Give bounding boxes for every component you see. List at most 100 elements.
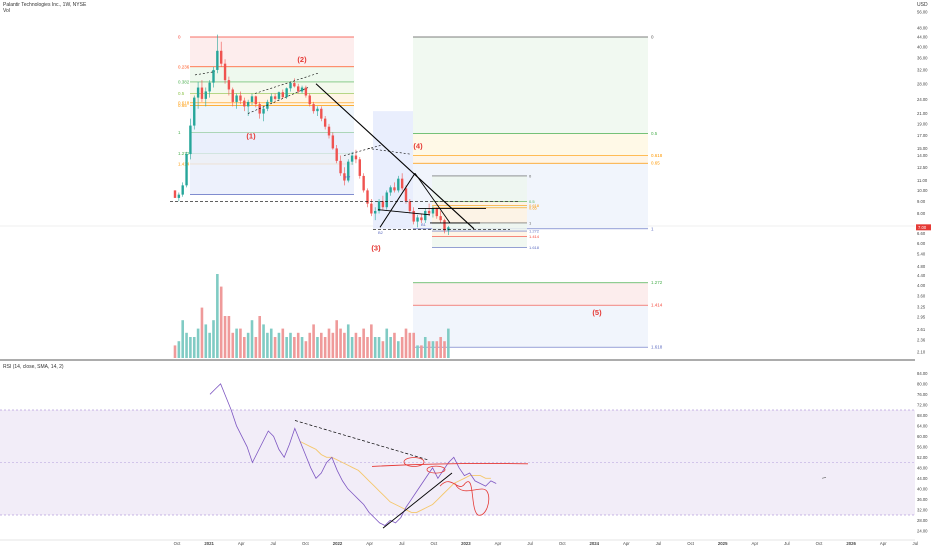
rsi-red-projection: [439, 481, 490, 516]
volume-bar: [377, 337, 381, 358]
candle-body: [223, 63, 227, 81]
fib1-level-label: 0: [178, 34, 181, 39]
wave-label: (3): [371, 243, 381, 252]
rsi-axis-tick: 52.00: [917, 455, 928, 460]
price-axis-tick: 12.50: [917, 165, 928, 170]
candle-body: [320, 108, 323, 119]
candle-body: [374, 210, 377, 214]
fib2-level-label: 1.414: [651, 303, 663, 308]
candle-body: [412, 210, 415, 222]
volume-bar: [308, 332, 312, 358]
candle-body: [435, 208, 438, 217]
volume-bar: [304, 341, 308, 358]
fib3-level-label: 1.618: [529, 245, 540, 250]
volume-bar: [335, 320, 338, 358]
candle-body: [250, 96, 254, 102]
downtrend-line: [315, 83, 475, 230]
fib3-zone: [432, 201, 527, 206]
rsi-axis-tick: 36.00: [917, 497, 928, 502]
rsi-axis-tick: 40.00: [917, 486, 928, 491]
volume-bar: [200, 307, 204, 358]
wave-label: (1): [246, 132, 256, 141]
volume-bar: [246, 332, 250, 358]
rsi-axis-tick: 64.00: [917, 423, 928, 428]
rsi-red-circle: [403, 457, 425, 467]
volume-bar: [431, 341, 435, 358]
price-axis-tick: 3.60: [917, 294, 926, 299]
candle-body: [358, 159, 361, 176]
top-dashed-line: [194, 71, 216, 76]
price-axis-tick: 9.00: [917, 199, 926, 204]
candle-body: [427, 210, 431, 214]
candle-body: [393, 187, 396, 191]
symbol-title: Palantir Technologies Inc., 1W, NYSE: [3, 2, 87, 8]
volume-bar: [381, 341, 385, 358]
price-axis-tick: 21.00: [917, 111, 928, 116]
candle-body: [335, 148, 338, 161]
candle-body: [289, 83, 292, 89]
time-axis-tick: 2026: [846, 541, 856, 546]
volume-bar: [285, 337, 288, 358]
volume-bar: [273, 337, 277, 358]
candle-body: [366, 190, 369, 204]
fib3-level-label: 1.272: [529, 229, 540, 234]
candle-body: [220, 50, 223, 64]
volume-bar: [281, 328, 285, 358]
volume-bar: [262, 324, 265, 358]
candle-body: [258, 104, 261, 114]
price-axis-tick: 6.00: [917, 241, 926, 246]
fib3-level-label: 1: [529, 220, 532, 225]
price-axis-tick: 28.00: [917, 81, 928, 86]
candle-body: [339, 160, 342, 174]
wedge-base-line: [377, 209, 431, 216]
candle-body: [389, 187, 392, 193]
volume-bar: [192, 337, 196, 358]
price-axis-tick: 2.95: [917, 314, 926, 319]
candle-body: [285, 88, 288, 98]
candle-body: [254, 96, 258, 105]
volume-bar: [219, 286, 223, 358]
volume-bar: [423, 337, 427, 358]
rsi-axis-tick: 80.00: [917, 381, 928, 386]
volume-bar: [443, 341, 446, 358]
candle-body: [385, 192, 388, 208]
time-axis-tick: Oct: [687, 541, 694, 546]
volume-bar: [239, 328, 242, 358]
candle-body: [270, 96, 273, 102]
price-axis-tick: 17.00: [917, 133, 928, 138]
volume-bar: [354, 332, 358, 358]
rsi-axis-tick: 72.00: [917, 402, 928, 407]
price-axis-tick: 32.00: [917, 67, 928, 72]
volume-bar: [416, 345, 419, 358]
volume-bar: [212, 320, 215, 358]
rsi-red-resistance: [371, 463, 529, 467]
fib2-zone: [413, 282, 648, 306]
wedge-left-line: [379, 172, 416, 228]
candle-body: [246, 101, 250, 107]
fib1-level-label: 0.65: [178, 103, 187, 108]
volume-bar: [196, 328, 200, 358]
volume-bar: [439, 337, 442, 358]
candle-body: [397, 178, 400, 191]
price-axis-tick: 6.60: [917, 231, 926, 236]
price-axis-tick: 19.00: [917, 121, 928, 126]
rsi-axis-tick: 48.00: [917, 465, 928, 470]
candle-body: [420, 217, 423, 221]
time-axis-tick: Oct: [816, 541, 823, 546]
volume-bar: [277, 332, 281, 358]
volume-bar: [173, 345, 177, 358]
rsi-red-circle: [426, 465, 446, 474]
candle-body: [216, 50, 219, 70]
volume-bar: [350, 337, 354, 358]
volume-bar: [397, 341, 400, 358]
candle-body: [300, 87, 304, 92]
marker-label: PP: [345, 175, 351, 180]
fib1-level-label: 1.414: [178, 162, 190, 167]
fib1-zone: [190, 66, 354, 82]
price-axis-tick: 3.25: [917, 304, 926, 309]
rsi-axis-tick: 60.00: [917, 434, 928, 439]
price-axis-tick: 4.00: [917, 283, 926, 288]
volume-bar: [412, 332, 415, 358]
candle-body: [447, 227, 450, 231]
candle-body: [350, 155, 354, 162]
